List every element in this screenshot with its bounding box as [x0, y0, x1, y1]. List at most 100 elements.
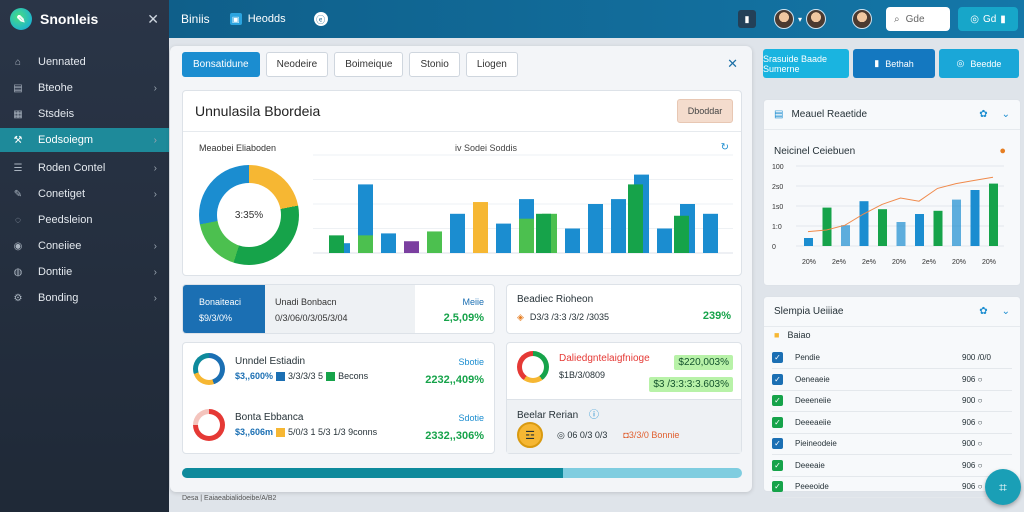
stat-values: ◎ 06 0/3 0/3 ◘3/3/0 Bonnie	[557, 430, 679, 441]
sidebar-item-9[interactable]: ⚙ Bonding ›	[0, 286, 169, 310]
chat-fab-button[interactable]: ⌗	[985, 469, 1021, 505]
list-item-label: Pieineodeie	[795, 439, 837, 448]
stat-value: $9/3/0%	[199, 313, 233, 323]
sidebar-item-7[interactable]: ◉ Coneiiee ›	[0, 234, 169, 258]
sidebar-item-8[interactable]: ◍ Dontiie ›	[0, 260, 169, 284]
stat-value: $3,,600%	[235, 371, 274, 381]
chart-title: Unnulasila Bbordeia	[195, 103, 321, 119]
bar	[611, 199, 626, 253]
sidebar-item-6[interactable]: ◌ Peedsleion	[0, 208, 169, 232]
y-tick-label: 2s0	[772, 184, 783, 191]
avatar-secondary[interactable]	[806, 9, 826, 29]
sidebar-item-label: Dontiie	[38, 266, 73, 278]
stat-card-1-right: Meiie 2,5,09%	[444, 294, 484, 326]
chevron-right-icon: ›	[153, 240, 157, 252]
chevron-down-icon[interactable]: ⌄	[1001, 306, 1010, 317]
refresh-icon[interactable]: ↻	[720, 142, 729, 153]
sidebar-item-1[interactable]: ▤ Bteohe ›	[0, 76, 169, 100]
settings-icon[interactable]: ✿	[979, 109, 988, 120]
notification-icon[interactable]: ⓔ	[313, 12, 328, 26]
trend-line	[807, 176, 994, 233]
list-header-label: Baiao	[787, 330, 811, 340]
progress-fill	[182, 468, 563, 478]
divider	[183, 131, 741, 132]
list-item-value: 900 /0/0	[962, 353, 991, 362]
list-item[interactable]: ✓ Pendie 900 /0/0	[772, 347, 1012, 369]
x-tick-label: 2e%	[832, 259, 846, 266]
checkbox-icon[interactable]: ✓	[772, 459, 783, 471]
app-name: Snonleis	[40, 11, 99, 27]
stat-card-3: Unndel Estiadin $3,,600% 3/3/3/3 5 Becons S…	[182, 342, 495, 454]
topbar-button[interactable]: ◎ Gd ▮	[958, 7, 1018, 31]
sidebar-item-label: Peedsleion	[38, 214, 93, 226]
checkbox-icon[interactable]: ✓	[772, 373, 783, 385]
ring-chart	[193, 409, 225, 441]
chevron-down-icon[interactable]: ⌄	[1001, 109, 1010, 120]
panel-header: Slempia Ueiiiae ✿ ⌄	[764, 297, 1020, 327]
sidebar-item-5[interactable]: ✎ Conetiget ›	[0, 182, 169, 206]
checkbox-icon[interactable]: ✓	[772, 352, 783, 363]
avatar[interactable]	[773, 9, 794, 29]
page-title[interactable]: Biniis	[181, 12, 210, 26]
topbar-button-extra-icon: ▮	[1000, 13, 1006, 25]
globe-icon: ◍	[13, 266, 23, 278]
list-item[interactable]: ✓ Pieineodeie 900 ○	[772, 433, 1012, 455]
sidebar-item-3[interactable]: ⚒ Eodsoiegm ›	[0, 128, 169, 152]
avatar-chevron-down-icon[interactable]: ▾	[797, 14, 802, 24]
checkbox-icon[interactable]: ✓	[772, 481, 783, 492]
bar	[473, 202, 488, 253]
stat-block: Unndel Estiadin $3,,600% 3/3/3/3 5 Becons	[235, 354, 368, 384]
tab-4[interactable]: Liogen	[465, 52, 518, 77]
sidebar-item-2[interactable]: ▦ Stsdeis	[0, 102, 169, 126]
chart-legend: iv Sodei Soddis	[455, 143, 518, 153]
button-label: Beedde	[970, 58, 1002, 69]
list-item-label: Pendie	[795, 353, 820, 362]
sidebar-item-0[interactable]: ⌂ Uennated	[0, 50, 169, 74]
right-button-2[interactable]: ▮ Bethah	[853, 49, 935, 78]
close-icon[interactable]: ✕	[727, 56, 738, 71]
stat-values: $3,,600% 3/3/3/3 5 Becons	[235, 369, 368, 384]
stat-label-row: Beelar Rerian ⓘ	[517, 406, 599, 421]
panel-tools: ✿ ⌄	[979, 109, 1010, 120]
close-icon[interactable]: ✕	[147, 10, 159, 27]
list-item[interactable]: ✓ Deeeneiie 900 ○	[772, 390, 1012, 412]
chart-action-button[interactable]: Dboddar	[677, 99, 733, 123]
sidebar-item-label: Bonding	[38, 292, 79, 304]
grid-icon: ▦	[13, 108, 23, 120]
list-item[interactable]: ✓ Deeeaeiie 906 ○	[772, 412, 1012, 434]
list-panel: Slempia Ueiiiae ✿ ⌄ ■ Baiao ✓ Pendie 900 /0/…	[763, 296, 1021, 498]
tab-2[interactable]: Boimeique	[334, 52, 404, 77]
bar	[896, 222, 906, 246]
search-input[interactable]: ⌕ Gde	[886, 7, 950, 31]
legend-swatch	[276, 428, 286, 438]
bar	[588, 204, 603, 253]
right-button-1[interactable]: Srasuide Baade Sumerne	[763, 49, 849, 78]
tab-1[interactable]: Neodeire	[265, 52, 329, 77]
list-item[interactable]: ✓ Deeeaie 906 ○	[772, 455, 1012, 477]
tab-3[interactable]: Stonio	[409, 52, 460, 77]
tab-0[interactable]: Bonsatidune	[182, 52, 260, 77]
settings-icon[interactable]: ✿	[979, 306, 988, 317]
stat-card-1-highlight: Bonaiteaci $9/3/0%	[183, 285, 265, 333]
sidebar-item-4[interactable]: ☰ Roden Contel ›	[0, 156, 169, 180]
highlight-value: $220,003%	[674, 355, 733, 370]
checkbox-icon[interactable]: ✓	[772, 438, 783, 449]
list-item[interactable]: ✓ Peeeoide 906 ○	[772, 476, 1012, 498]
chevron-right-icon: ›	[153, 188, 157, 200]
status-bar: Desa | Eaiaeabialidoeibe/A/B2	[182, 495, 277, 502]
checkbox-icon[interactable]: ✓	[772, 395, 783, 406]
stat-detail: 3/3/3/3 5	[288, 371, 324, 381]
right-button-3[interactable]: ◎ Beedde	[939, 49, 1019, 78]
bar	[703, 213, 718, 253]
topbar-tab[interactable]: ▣ Heodds	[229, 13, 286, 25]
bar	[657, 228, 672, 253]
home-icon: ⌂	[14, 56, 22, 68]
list-item[interactable]: ✓ Oeneaeie 906 ○	[772, 369, 1012, 391]
bell-icon[interactable]: ▮	[737, 10, 756, 28]
checkbox-icon[interactable]: ✓	[772, 416, 783, 428]
user-avatar[interactable]	[852, 9, 872, 29]
stat-label: Unndel Estiadin	[235, 356, 306, 367]
info-icon[interactable]: ⓘ	[588, 410, 599, 421]
square-icon: ■	[774, 330, 780, 340]
bar	[536, 213, 551, 253]
